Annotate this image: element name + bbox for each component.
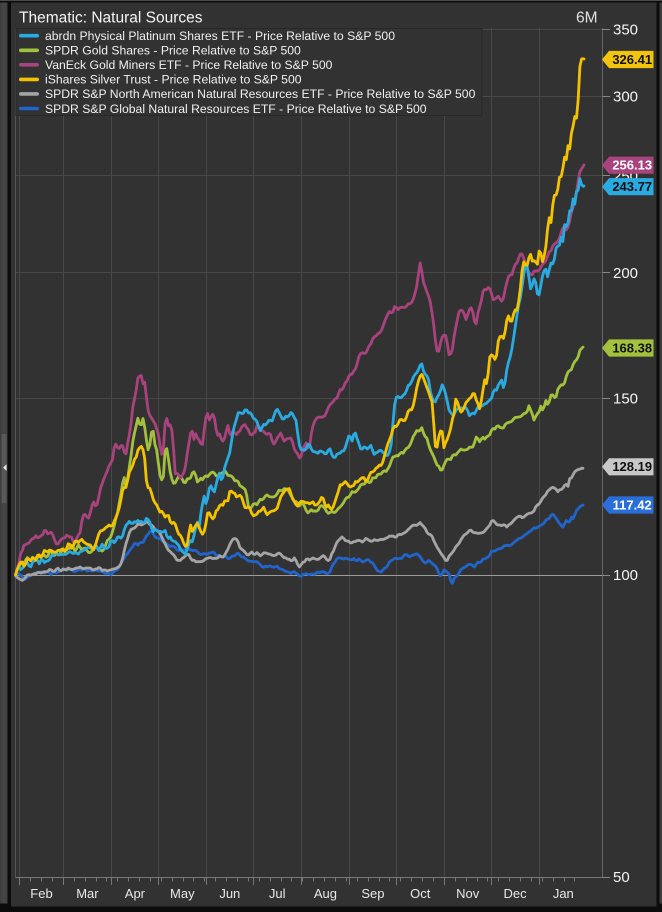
svg-text:6M: 6M <box>576 10 598 27</box>
svg-text:Sep: Sep <box>361 886 384 901</box>
svg-text:SPDR Gold Shares - Price Relat: SPDR Gold Shares - Price Relative to S&P… <box>45 44 301 58</box>
svg-text:50: 50 <box>613 869 630 886</box>
svg-text:Mar: Mar <box>76 886 99 901</box>
svg-text:117.42: 117.42 <box>613 497 652 512</box>
svg-text:VanEck Gold Miners ETF - Price: VanEck Gold Miners ETF - Price Relative … <box>45 58 333 72</box>
svg-text:350: 350 <box>613 21 638 38</box>
svg-text:168.38: 168.38 <box>612 340 652 355</box>
svg-text:SPDR S&P Global Natural Resour: SPDR S&P Global Natural Resources ETF - … <box>45 102 427 116</box>
svg-text:Dec: Dec <box>504 886 528 901</box>
svg-text:Aug: Aug <box>314 886 337 901</box>
svg-text:Feb: Feb <box>30 886 52 901</box>
svg-text:SPDR S&P North American Natura: SPDR S&P North American Natural Resource… <box>45 87 476 101</box>
svg-text:Jul: Jul <box>269 886 286 901</box>
svg-text:256.13: 256.13 <box>612 158 652 173</box>
svg-text:300: 300 <box>613 89 638 106</box>
svg-text:128.19: 128.19 <box>612 459 652 474</box>
svg-text:Oct: Oct <box>410 886 431 901</box>
svg-text:Thematic: Natural Sources: Thematic: Natural Sources <box>19 10 203 27</box>
svg-text:iShares Silver Trust - Price R: iShares Silver Trust - Price Relative to… <box>45 73 302 87</box>
svg-text:abrdn Physical Platinum Shares: abrdn Physical Platinum Shares ETF - Pri… <box>45 29 395 43</box>
svg-text:Nov: Nov <box>456 886 480 901</box>
svg-text:Jun: Jun <box>219 886 240 901</box>
svg-text:May: May <box>170 886 195 901</box>
svg-text:243.77: 243.77 <box>612 179 652 194</box>
svg-text:100: 100 <box>613 567 638 584</box>
svg-text:Jan: Jan <box>553 886 574 901</box>
svg-text:Apr: Apr <box>125 886 146 901</box>
svg-text:150: 150 <box>613 391 638 408</box>
svg-text:326.41: 326.41 <box>612 52 652 67</box>
svg-text:200: 200 <box>613 265 638 282</box>
